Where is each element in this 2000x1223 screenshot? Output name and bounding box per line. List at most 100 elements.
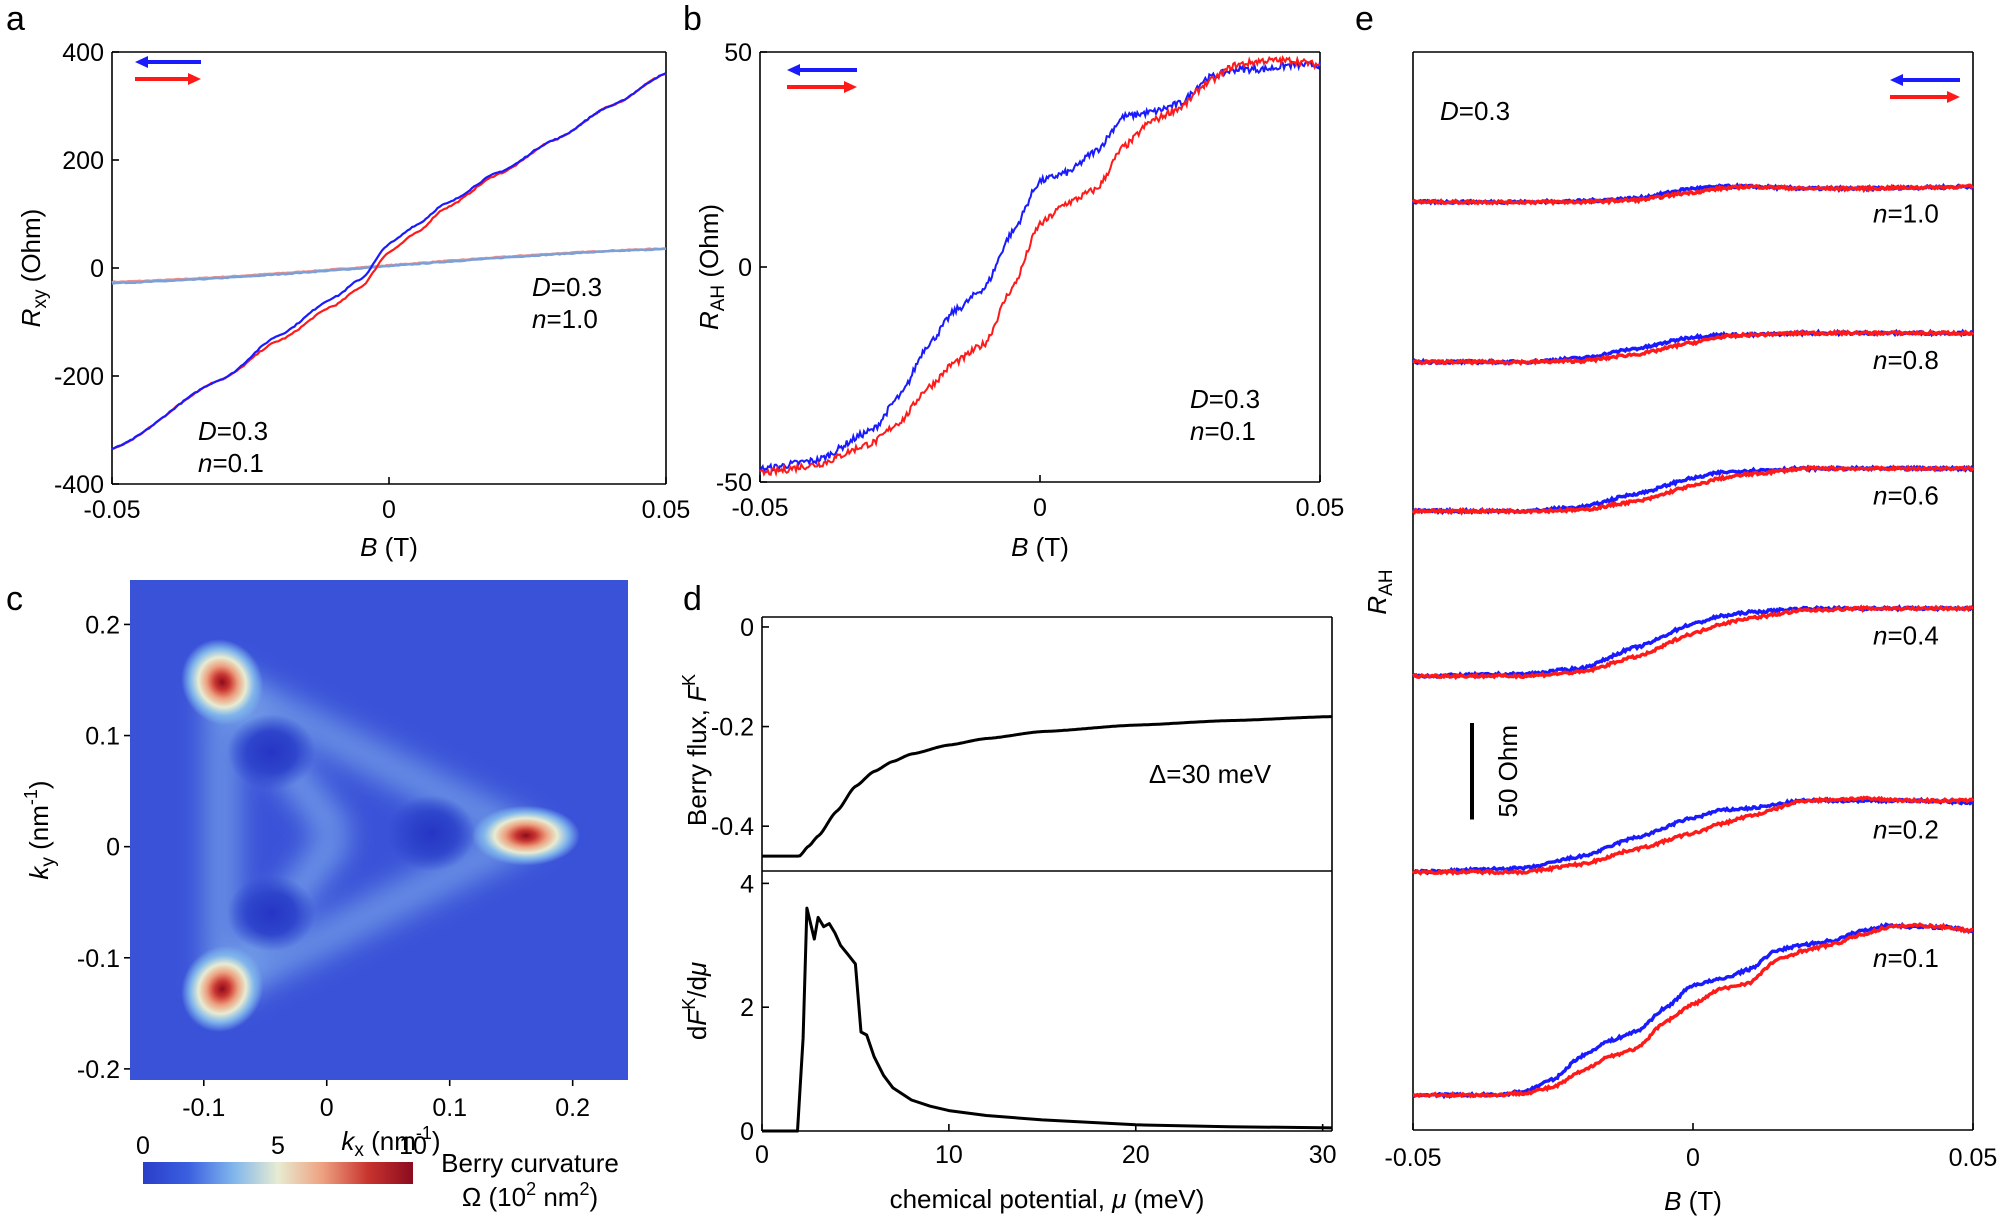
panel-b-ylabel-part: R	[694, 311, 724, 330]
panel-b-annotation-part: =0.1	[1204, 416, 1255, 446]
panel-e-legend-arrow-right-head	[1947, 91, 1960, 103]
panel-c-colorbar	[143, 1162, 413, 1184]
panel-c-colorbar-unit: Ω (102 nm2)	[462, 1179, 598, 1212]
panel-b-xtick-label: 0.05	[1296, 494, 1345, 522]
panel-c-ytick-label: -0.2	[77, 1056, 120, 1084]
panel-e-trace-label: n=0.1	[1873, 943, 1939, 973]
panel-a-legend-arrow-left-head	[135, 56, 148, 68]
panel-d-top-ytick-label: -0.4	[711, 813, 754, 841]
panel-d-xlabel-part: chemical potential,	[890, 1184, 1113, 1214]
panel-b-annotation: D=0.3	[1190, 384, 1260, 414]
panel-letter-b: b	[683, 0, 702, 38]
panel-a-annotation-part: =0.3	[217, 416, 268, 446]
panel-a-xtick-label: 0	[382, 496, 396, 524]
panel-d-top-ylabel-part: F	[682, 684, 712, 702]
panel-b-ytick-label: -50	[716, 469, 752, 497]
panel-e-trace-label-part: =0.2	[1887, 815, 1938, 845]
panel-c-ridge	[205, 665, 543, 1006]
panel-a-annotation-part: n	[532, 304, 546, 334]
panel-d-annotation: Δ=30 meV	[1149, 759, 1272, 789]
panel-c-xlabel-part: (nm	[364, 1126, 416, 1156]
panel-e-trace-label: n=1.0	[1873, 199, 1939, 229]
panel-a-annotation-part: D	[198, 416, 217, 446]
panel-d-bottom-ylabel-part: /d	[682, 976, 712, 998]
panel-b-ytick-label: 0	[738, 254, 752, 282]
panel-a-ylabel: Rxy (Ohm)	[16, 209, 51, 328]
panel-c-ylabel-part: y	[38, 857, 59, 867]
panel-b-rah-vs-b: -0.05 0 0.05 50 0 -50 B (T) RAH (Ohm) D=0.3n=0.1	[694, 39, 1344, 562]
panel-b-ylabel-part: (Ohm)	[694, 204, 724, 285]
panel-d-top-curve	[762, 715, 1332, 858]
panel-e-trace-label: n=0.6	[1873, 481, 1939, 511]
panel-c-colorbar-title: Berry curvature	[441, 1148, 619, 1178]
panel-c-colorbar-unit-part: 2	[579, 1179, 589, 1199]
panel-e-trace-label-part: n	[1873, 345, 1887, 375]
panel-c-hotspot	[181, 945, 264, 1032]
panel-d-bottom-ylabel-part: d	[682, 1026, 712, 1040]
panel-b-ylabel: RAH (Ohm)	[694, 204, 729, 330]
panel-a-rxy-vs-b: -0.05 0 0.05 400 200 0 -200 -400 B (T) Rxy (Ohm) D…	[16, 39, 690, 562]
panel-c-colorbar-unit-part: )	[589, 1182, 598, 1212]
panel-b-xlabel: B (T)	[1011, 532, 1069, 562]
panel-letter-e: e	[1355, 0, 1374, 38]
panel-d-xlabel-part: μ	[1111, 1184, 1126, 1214]
panel-a-annotation-part: =1.0	[546, 304, 597, 334]
panel-e-xlabel: B (T)	[1664, 1186, 1722, 1216]
panel-c-xtick-label: 0.1	[432, 1094, 467, 1122]
panel-b-xlabel-part: (T)	[1028, 532, 1068, 562]
panel-b-xtick-label: 0	[1033, 494, 1047, 522]
panel-c-xlabel-part: k	[341, 1126, 356, 1156]
panel-b-annotation-part: D	[1190, 384, 1209, 414]
panel-a-ytick-label: 200	[62, 147, 104, 175]
panel-c-colorbar-unit-part: 2	[526, 1179, 536, 1199]
panel-c-heatmap-layer	[130, 580, 628, 1080]
panel-d-bottom-xtick-label: 20	[1122, 1141, 1150, 1169]
panel-a-series-line	[111, 247, 667, 285]
panel-c-berry-curvature-map: -0.1 0 0.1 0.20.20.10-0.1-0.2kx (nm-1)ky (n…	[21, 580, 628, 1212]
panel-b-annotation-part: n	[1190, 416, 1204, 446]
panel-d-xlabel-part: (meV)	[1126, 1184, 1204, 1214]
panel-d-xlabel: chemical potential, μ (meV)	[890, 1184, 1205, 1214]
panel-a-annotation-part: =0.1	[212, 448, 263, 478]
panel-d-bottom-ytick-label: 4	[740, 870, 754, 898]
panel-c-xtick-label: 0	[320, 1094, 334, 1122]
panel-e-trace-label: n=0.8	[1873, 345, 1939, 375]
panel-b-series-line	[759, 54, 1320, 478]
panel-b-annotation: n=0.1	[1190, 416, 1256, 446]
panel-c-xlabel-part: )	[432, 1126, 441, 1156]
panel-c-xtick-label: -0.1	[182, 1094, 225, 1122]
panel-d-bottom-ytick-label: 0	[740, 1118, 754, 1146]
panel-c-ytick-label: 0.2	[85, 611, 120, 639]
panel-d-bottom-xtick-label: 10	[935, 1141, 963, 1169]
panel-b-annotation-part: =0.3	[1209, 384, 1260, 414]
panel-c-xlabel: kx (nm-1)	[341, 1123, 440, 1161]
panel-c-ylabel-part: (nm	[24, 805, 54, 857]
panel-e-annotation: D=0.3	[1440, 96, 1510, 126]
panel-d-bottom-xtick-label: 0	[755, 1141, 769, 1169]
panel-e-trace-label-part: =0.1	[1887, 943, 1938, 973]
panel-d-bottom-ytick-label: 2	[740, 994, 754, 1022]
panel-a-xlabel-part: (T)	[377, 532, 417, 562]
panel-a-legend-arrow-right-head	[188, 73, 201, 85]
panel-c-minimum	[227, 714, 316, 791]
panel-e-trace-up	[1412, 922, 1974, 1099]
panel-e-xtick-label: 0	[1686, 1144, 1700, 1172]
panel-c-ytick-label: -0.1	[77, 945, 120, 973]
panel-a-annotation: n=0.1	[198, 448, 264, 478]
panel-e-trace-label-part: n	[1873, 620, 1887, 650]
panel-e-trace-up	[1411, 183, 1975, 206]
panel-c-colorbar-tick-label: 5	[271, 1132, 285, 1160]
panel-e-trace-label-part: n	[1873, 199, 1887, 229]
panel-c-ylabel-part: k	[24, 865, 54, 880]
panel-e-annotation-part: D	[1440, 96, 1459, 126]
panel-a-ylabel-part: R	[16, 309, 46, 328]
panel-e-ylabel: RAH	[1362, 569, 1397, 614]
panel-c-hotspot	[471, 805, 580, 866]
panel-e-trace-label-part: =1.0	[1887, 199, 1938, 229]
panel-a-ytick-label: 0	[90, 255, 104, 283]
panel-a-xtick-label: 0.05	[642, 496, 691, 524]
panel-a-ylabel-part: xy	[30, 289, 51, 309]
panel-c-xlabel-part: -1	[416, 1123, 432, 1143]
panel-a-annotation: D=0.3	[532, 272, 602, 302]
